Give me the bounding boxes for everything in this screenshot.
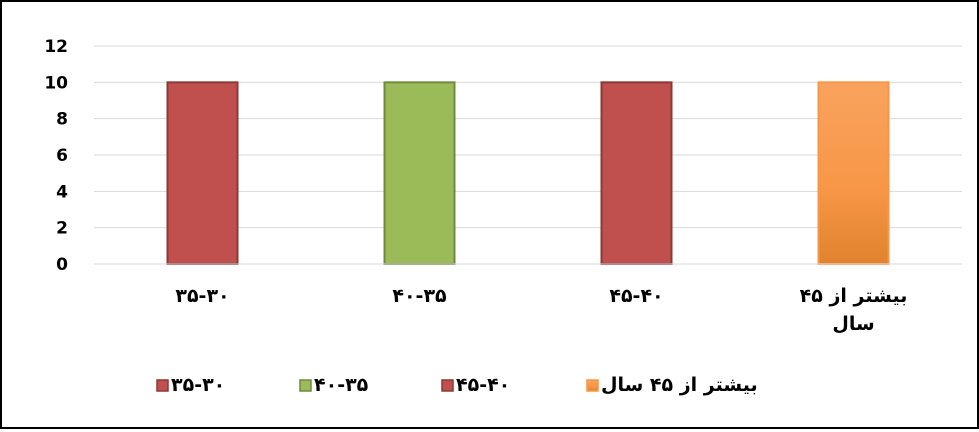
legend-swatch [586, 379, 599, 392]
bar [600, 81, 673, 266]
legend-label: ۴۰-۳۵ [314, 374, 369, 396]
bar [383, 81, 456, 266]
legend: ۳۵-۳۰ ۴۰-۳۵ ۴۵-۴۰ بیشتر از ۴۵ سال [156, 374, 758, 396]
x-tick-label: بیشتر از ۴۵ [800, 285, 908, 307]
y-tick-label: 10 [44, 73, 68, 93]
legend-swatch [441, 379, 454, 392]
gridlines [94, 45, 962, 265]
x-tick-label: ۴۰-۳۵ [392, 285, 447, 307]
y-tick-label: 6 [56, 146, 68, 166]
legend-swatch [156, 379, 169, 392]
y-tick-label: 4 [56, 182, 68, 202]
y-axis: 0 2 4 6 8 10 12 [44, 37, 68, 275]
y-tick-label: 12 [44, 37, 68, 57]
legend-label: ۴۵-۴۰ [456, 374, 510, 396]
legend-swatch [299, 379, 312, 392]
x-tick-label: سال [832, 313, 874, 335]
y-tick-label: 0 [56, 255, 68, 275]
x-axis: ۳۵-۳۰ ۴۰-۳۵ ۴۵-۴۰ بیشتر از ۴۵ سال [94, 263, 962, 335]
y-tick-label: 8 [56, 110, 68, 130]
bar [166, 81, 239, 266]
x-tick-label: ۴۵-۴۰ [609, 285, 663, 307]
y-tick-label: 2 [56, 219, 68, 239]
bar [817, 81, 890, 266]
legend-label: بیشتر از ۴۵ سال [601, 374, 758, 396]
legend-label: ۳۵-۳۰ [171, 374, 225, 396]
bars [166, 81, 890, 266]
x-tick-label: ۳۵-۳۰ [175, 285, 229, 307]
